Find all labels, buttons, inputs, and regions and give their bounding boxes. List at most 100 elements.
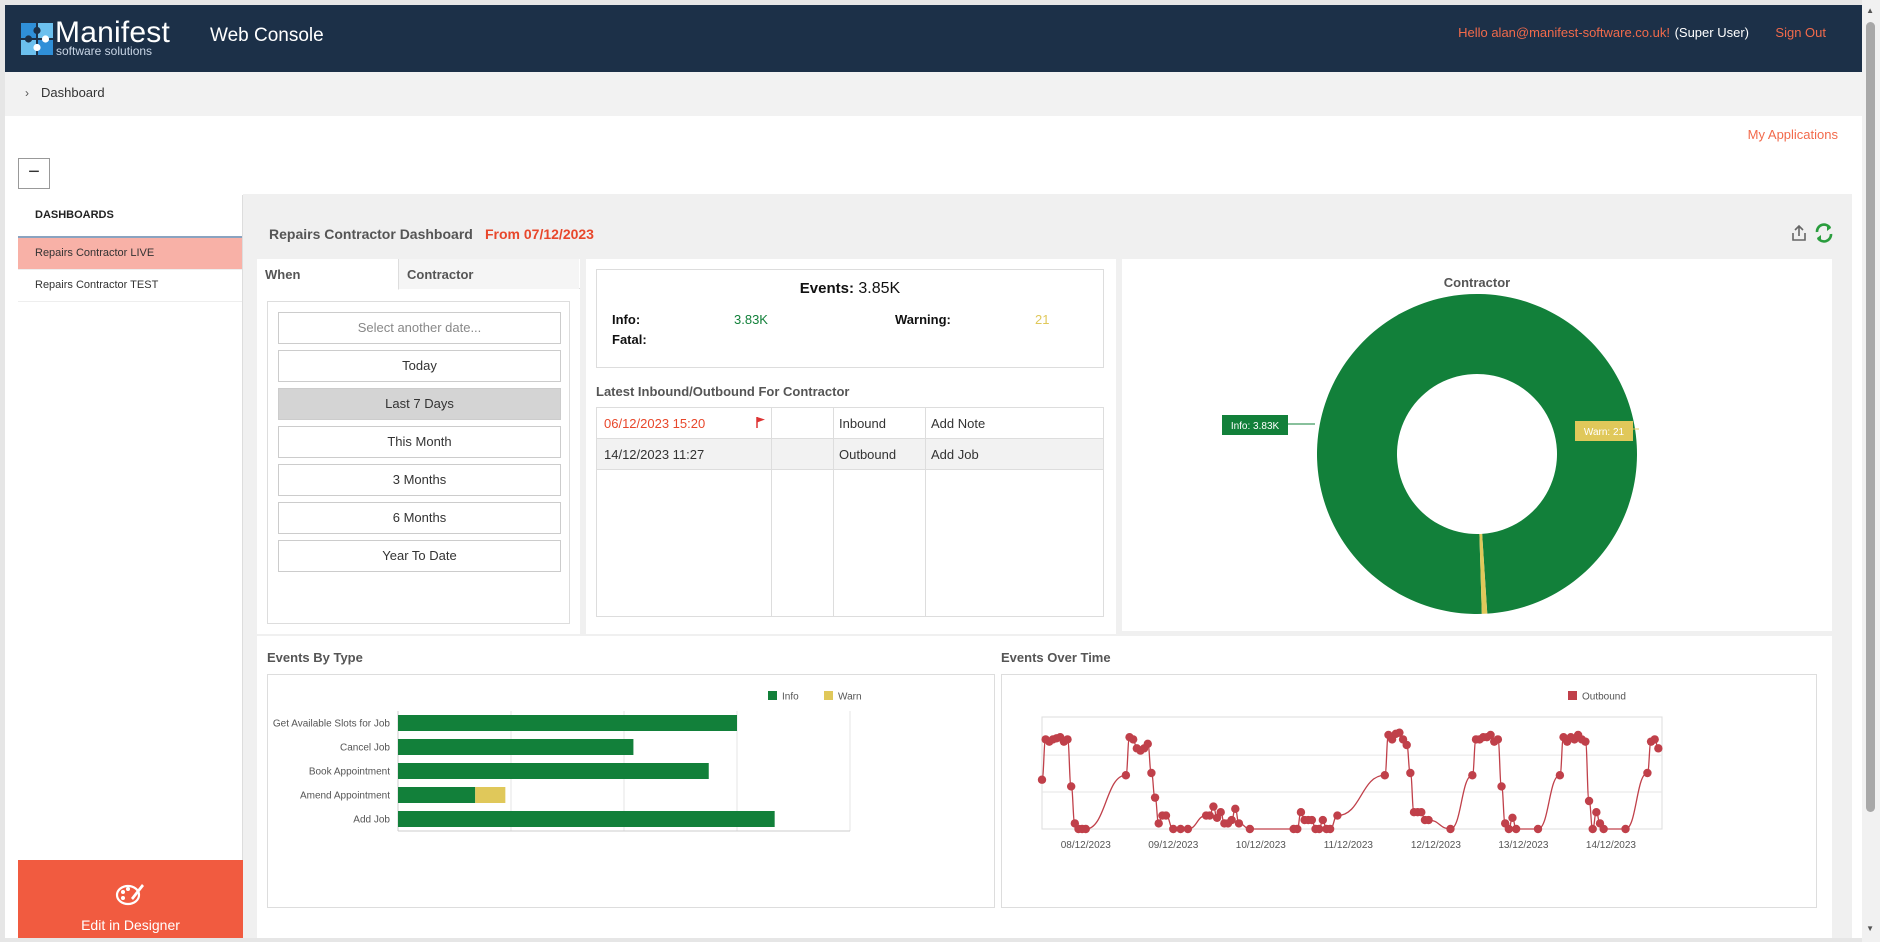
sidebar-item-test[interactable]: Repairs Contractor TEST	[18, 270, 242, 302]
legend-swatch	[1568, 691, 1577, 700]
line-point[interactable]	[1161, 811, 1171, 820]
line-point[interactable]	[1325, 824, 1335, 834]
line-point[interactable]	[1227, 815, 1236, 825]
line-point[interactable]	[1296, 808, 1306, 817]
bar-warn[interactable]	[475, 787, 506, 803]
export-icon[interactable]	[1790, 224, 1808, 242]
bar-info[interactable]	[398, 739, 634, 755]
line-point[interactable]	[1468, 771, 1477, 780]
line-point[interactable]	[1121, 771, 1131, 780]
sidebar-item-live[interactable]: Repairs Contractor LIVE	[18, 238, 242, 270]
sign-out-link[interactable]: Sign Out	[1775, 25, 1826, 40]
warning-value: 21	[1035, 312, 1050, 327]
tab-contractor[interactable]: Contractor	[399, 259, 579, 289]
tab-when[interactable]: When	[257, 259, 399, 290]
line-point[interactable]	[1511, 824, 1521, 834]
line-point[interactable]	[1176, 824, 1185, 834]
line-point[interactable]	[1508, 813, 1517, 822]
scroll-up-icon[interactable]: ▲	[1866, 6, 1874, 15]
bar-category-label: Get Available Slots for Job	[273, 719, 391, 730]
line-point[interactable]	[1380, 771, 1390, 780]
dashboard-area: Repairs Contractor Dashboard From 07/12/…	[243, 194, 1852, 938]
legend-item-info[interactable]: Info	[782, 692, 799, 703]
line-point[interactable]	[1592, 808, 1601, 817]
line-point[interactable]	[1486, 730, 1495, 740]
line-point[interactable]	[1081, 824, 1090, 834]
app-title: Web Console	[210, 25, 324, 46]
line-point[interactable]	[1169, 824, 1178, 834]
bar-info[interactable]	[398, 811, 775, 827]
legend-item-warn[interactable]: Warn	[838, 692, 862, 703]
option-this-month[interactable]: This Month	[278, 426, 561, 458]
line-point[interactable]	[1621, 824, 1630, 834]
line-point[interactable]	[1154, 819, 1163, 828]
collapse-sidebar-button[interactable]: −	[18, 158, 50, 189]
donut-slice-warn[interactable]	[1479, 533, 1488, 614]
filter-panel: When Contractor Select another date... T…	[257, 259, 580, 634]
line-point[interactable]	[1581, 737, 1590, 746]
my-applications-link[interactable]: My Applications	[1747, 127, 1838, 142]
bar-category-label: Amend Appointment	[300, 791, 390, 802]
option-last-7-days[interactable]: Last 7 Days	[278, 388, 561, 420]
line-point[interactable]	[1314, 824, 1324, 834]
table-row[interactable]: 14/12/2023 11:27 Outbound Add Job	[597, 439, 1103, 470]
line-point[interactable]	[1493, 735, 1503, 744]
legend-item-outbound[interactable]: Outbound	[1582, 692, 1626, 703]
line-point[interactable]	[1333, 811, 1342, 820]
line-point[interactable]	[1063, 735, 1072, 744]
option-year-to-date[interactable]: Year To Date	[278, 540, 561, 572]
line-point[interactable]	[1654, 744, 1663, 753]
line-point[interactable]	[1555, 771, 1565, 780]
line-point[interactable]	[1504, 824, 1514, 834]
line-point[interactable]	[1293, 824, 1302, 834]
donut-data-label-bg	[1575, 421, 1633, 441]
line-point[interactable]	[1497, 782, 1506, 791]
line-point[interactable]	[1402, 740, 1411, 750]
line-plot-frame	[1041, 716, 1663, 830]
line-point[interactable]	[1533, 824, 1543, 834]
line-point[interactable]	[1406, 768, 1415, 778]
scrollbar-thumb[interactable]	[1866, 22, 1875, 812]
line-point[interactable]	[1643, 768, 1652, 778]
scroll-down-icon[interactable]: ▼	[1866, 924, 1874, 933]
table-row[interactable]: 06/12/2023 15:20 Inbound Add Note	[597, 408, 1103, 439]
line-point[interactable]	[1216, 808, 1225, 817]
line-point[interactable]	[1599, 824, 1608, 834]
bar-info[interactable]	[398, 787, 476, 803]
line-point[interactable]	[1143, 739, 1152, 749]
option-6-months[interactable]: 6 Months	[278, 502, 561, 534]
line-point[interactable]	[1650, 735, 1659, 744]
page-scrollbar[interactable]: ▲ ▼	[1862, 0, 1880, 942]
line-point[interactable]	[1245, 824, 1255, 834]
line-point[interactable]	[1318, 815, 1328, 825]
line-point[interactable]	[1395, 728, 1404, 737]
line-point[interactable]	[1446, 824, 1455, 834]
date-picker-input[interactable]: Select another date...	[278, 312, 561, 344]
user-greeting[interactable]: Hello alan@manifest-software.co.uk!	[1458, 25, 1670, 40]
line-point[interactable]	[1183, 824, 1193, 834]
line-point[interactable]	[1037, 775, 1047, 784]
edit-in-designer-button[interactable]: Edit in Designer	[18, 860, 243, 938]
donut-slice-info[interactable]	[1317, 293, 1638, 614]
logo-name: Manifest	[55, 16, 170, 49]
bar-info[interactable]	[398, 763, 709, 779]
line-point[interactable]	[1147, 768, 1156, 778]
refresh-icon[interactable]	[1813, 222, 1835, 244]
option-3-months[interactable]: 3 Months	[278, 464, 561, 496]
breadcrumb-dashboard[interactable]: Dashboard	[41, 85, 105, 100]
line-point[interactable]	[1128, 735, 1138, 744]
bar-info[interactable]	[398, 715, 737, 731]
line-point[interactable]	[1588, 824, 1597, 834]
line-point[interactable]	[1234, 819, 1244, 828]
line-point[interactable]	[1584, 796, 1594, 806]
line-point[interactable]	[1307, 815, 1317, 825]
logo[interactable]: Manifest software solutions	[21, 16, 181, 59]
line-point[interactable]	[1066, 782, 1076, 791]
line-point[interactable]	[1424, 815, 1433, 825]
option-today[interactable]: Today	[278, 350, 561, 382]
line-point[interactable]	[1205, 811, 1214, 820]
line-point[interactable]	[1231, 804, 1240, 814]
line-point[interactable]	[1150, 793, 1160, 802]
line-point[interactable]	[1209, 802, 1218, 811]
line-point[interactable]	[1417, 808, 1426, 817]
